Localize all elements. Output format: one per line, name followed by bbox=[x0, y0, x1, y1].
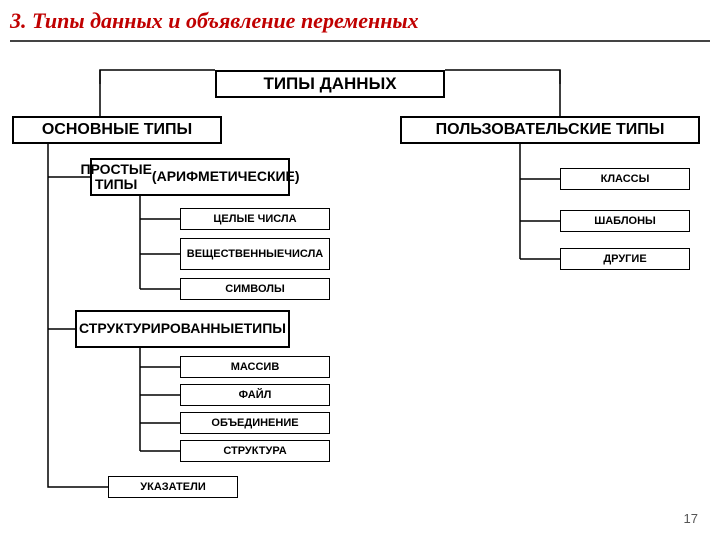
node-template: ШАБЛОНЫ bbox=[560, 210, 690, 232]
title-underline bbox=[10, 40, 710, 42]
node-char: СИМВОЛЫ bbox=[180, 278, 330, 300]
node-array: МАССИВ bbox=[180, 356, 330, 378]
node-union: ОБЪЕДИНЕНИЕ bbox=[180, 412, 330, 434]
page-number: 17 bbox=[684, 511, 698, 526]
node-root: ТИПЫ ДАННЫХ bbox=[215, 70, 445, 98]
node-pointer: УКАЗАТЕЛИ bbox=[108, 476, 238, 498]
node-structure: СТРУКТУРА bbox=[180, 440, 330, 462]
node-user: ПОЛЬЗОВАТЕЛЬСКИЕ ТИПЫ bbox=[400, 116, 700, 144]
node-struct-grp: СТРУКТУРИРОВАННЫЕТИПЫ bbox=[75, 310, 290, 348]
page-title: 3. Типы данных и объявление переменных bbox=[10, 8, 419, 34]
node-file: ФАЙЛ bbox=[180, 384, 330, 406]
node-basic: ОСНОВНЫЕ ТИПЫ bbox=[12, 116, 222, 144]
node-int: ЦЕЛЫЕ ЧИСЛА bbox=[180, 208, 330, 230]
node-class: КЛАССЫ bbox=[560, 168, 690, 190]
node-real: ВЕЩЕСТВЕННЫЕЧИСЛА bbox=[180, 238, 330, 270]
node-simple: ПРОСТЫЕ ТИПЫ(АРИФМЕТИЧЕСКИЕ) bbox=[90, 158, 290, 196]
node-other: ДРУГИЕ bbox=[560, 248, 690, 270]
